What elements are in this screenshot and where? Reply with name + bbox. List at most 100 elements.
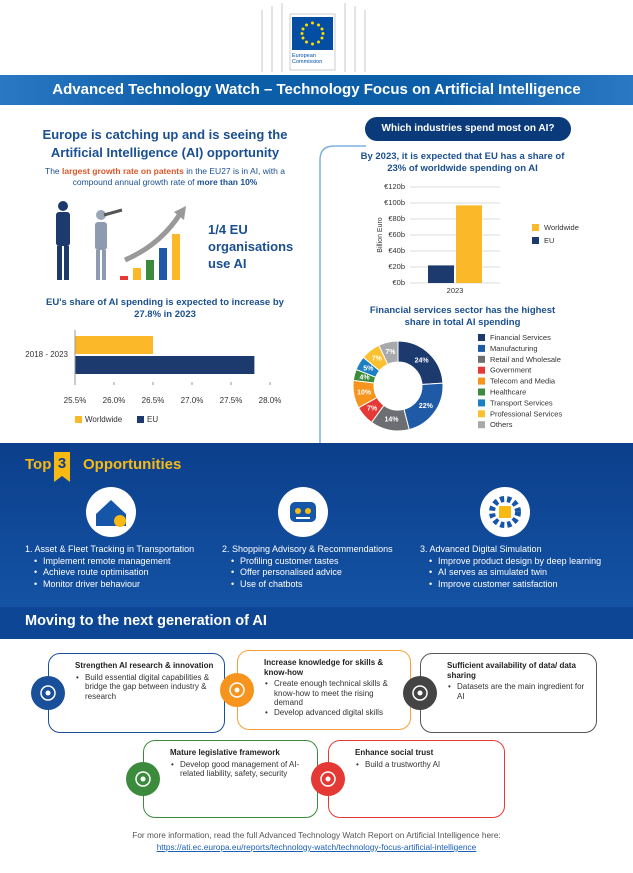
box-title: Enhance social trust — [355, 748, 434, 757]
chart-title: Financial services sector has the highes… — [369, 305, 556, 329]
legend-label: Manufacturing — [490, 344, 538, 353]
icon-glyph — [412, 685, 428, 701]
box-bullet: Datasets are the main ingredient for AI — [447, 682, 588, 701]
chart: €0b €20b €40b €60b €80b €100b €120b Billion Eur… — [377, 182, 579, 295]
icon-glyph — [40, 685, 56, 701]
box-list: Create enough technical skills & know-ho… — [264, 679, 402, 717]
box-bullet: Build a trustworthy AI — [355, 760, 496, 770]
box-title: Increase knowledge for skills & know-how — [264, 658, 384, 677]
box-bullet: Create enough technical skills & know-ho… — [264, 679, 402, 708]
right-frame — [319, 117, 571, 445]
data-label: 7% — [385, 349, 396, 356]
box: Sufficient availability of data/ data sh… — [420, 653, 597, 733]
x-tick-label: 25.5% — [64, 396, 87, 405]
opportunity: 3. Advanced Digital Simulation Improve pr… — [420, 544, 601, 591]
box-title: Strengthen AI research & innovation — [75, 661, 214, 670]
opportunity: 2. Shopping Advisory & Recommendations Pr… — [222, 544, 393, 591]
opportunity-bullet: Achieve route optimisation — [33, 567, 194, 579]
legend-label: EU — [147, 415, 158, 424]
logo-text: European Commission — [292, 53, 323, 66]
legend-swatch — [478, 377, 485, 385]
opportunity-bullet: Offer personalised advice — [230, 567, 393, 579]
icon-glyph — [45, 690, 51, 696]
legend-swatch — [137, 416, 144, 423]
bar — [75, 356, 255, 374]
legend-label: Retail and Wholesale — [490, 355, 561, 364]
legend-swatch — [478, 366, 485, 374]
number-ribbon — [54, 452, 70, 482]
data-label: 7% — [367, 406, 378, 413]
next-gen-title: Moving to the next generation of AI — [25, 613, 267, 629]
opportunity-bullet: AI serves as simulated twin — [428, 567, 601, 579]
opportunity-bullet: Improve product design by deep learning — [428, 556, 601, 568]
box: Mature legislative framework Develop good… — [143, 740, 318, 818]
footer-link[interactable]: https://ati.ec.europa.eu/reports/technol… — [156, 842, 477, 853]
left-subtitle: The largest growth rate on patents in th… — [30, 166, 300, 188]
y-tick-label: €100b — [384, 198, 405, 207]
legend-label: Worldwide — [544, 223, 579, 232]
opportunity-bullet: Use of chatbots — [230, 579, 393, 591]
legend-swatch — [478, 344, 485, 352]
chart: 2018 - 2023 25.5% 26.0% 26.5% 27.0% 27.5% 28.0… — [25, 330, 281, 424]
legend-label: Worldwide — [85, 415, 123, 424]
opportunity-bullet: Implement remote management — [33, 556, 194, 568]
y-tick-label: €80b — [388, 214, 405, 223]
legend-label: Telecom and Media — [490, 377, 556, 386]
x-tick-label: 26.0% — [103, 396, 126, 405]
subtitle-bold: more than 10% — [196, 177, 258, 188]
bar — [75, 336, 153, 354]
opportunity-icons — [86, 487, 530, 537]
box: Increase knowledge for skills & know-how… — [237, 650, 411, 730]
opportunities-number: 3 — [57, 455, 67, 472]
icon-glyph — [135, 771, 151, 787]
next-gen-band — [0, 607, 633, 639]
opportunities-top: Top — [25, 456, 52, 473]
y-tick-label: €0b — [392, 278, 405, 287]
box: Strengthen AI research & innovation Build… — [48, 653, 225, 733]
icon-glyph — [417, 690, 423, 696]
legend-swatch — [478, 421, 485, 429]
stat-text: 1/4 EU organisations use AI — [208, 222, 294, 271]
opportunities-title: Opportunities — [83, 456, 182, 473]
legend-label: EU — [544, 236, 554, 245]
box-bullet: Build essential digital capabilities & b… — [75, 673, 216, 702]
legend-label: Healthcare — [490, 387, 526, 396]
opportunity-list: Implement remote managementAchieve route… — [33, 556, 194, 591]
box-title: Mature legislative framework — [170, 748, 280, 757]
icon-glyph — [229, 682, 245, 698]
data-label: 10% — [357, 389, 372, 396]
illustration — [56, 201, 186, 280]
box-title: Sufficient availability of data/ data sh… — [447, 661, 576, 680]
box-icon — [311, 762, 345, 796]
box-icon — [220, 673, 254, 707]
opportunity-list: Improve product design by deep learningA… — [428, 556, 601, 591]
bar — [428, 265, 454, 283]
footer: For more information, read the full Adva… — [0, 829, 633, 853]
opportunity-list: Profiling customer tastesOffer personali… — [230, 556, 393, 591]
opportunity-bullet: Improve customer satisfaction — [428, 579, 601, 591]
box-icon — [126, 762, 160, 796]
legend-label: Government — [490, 366, 532, 375]
box-list: Datasets are the main ingredient for AI — [447, 682, 588, 701]
title-band — [0, 75, 633, 105]
icon-glyph — [140, 776, 146, 782]
x-tick-label: 2023 — [447, 286, 464, 295]
box-bullet: Develop advanced digital skills — [264, 708, 402, 718]
tab-label: Which industries spend most on AI? — [381, 123, 555, 134]
data-label: 22% — [419, 403, 434, 410]
opportunity: 1. Asset & Fleet Tracking in Transportat… — [25, 544, 194, 591]
y-tick-label: €120b — [384, 182, 405, 191]
box-list: Build a trustworthy AI — [355, 760, 496, 770]
x-tick-label: 26.5% — [142, 396, 165, 405]
icon-glyph — [325, 776, 331, 782]
pie-slice — [378, 340, 399, 365]
box-list: Develop good management of AI-related li… — [170, 760, 309, 779]
left-heading: Europe is catching up and is seeing the … — [42, 127, 288, 161]
legend-swatch — [478, 410, 485, 418]
legend-swatch — [478, 334, 485, 341]
opportunity-title: 3. Advanced Digital Simulation — [420, 544, 542, 554]
y-tick-label: 2018 - 2023 — [25, 350, 68, 359]
opportunity-bullet: Monitor driver behaviour — [33, 579, 194, 591]
legend-swatch — [532, 237, 539, 244]
